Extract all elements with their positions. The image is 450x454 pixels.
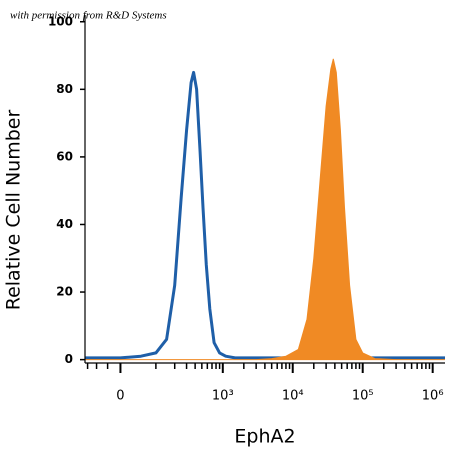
x-tick-label: 10⁵: [352, 389, 374, 404]
x-tick-label: 10⁴: [282, 389, 304, 404]
x-tick-label: 10⁶: [422, 389, 444, 404]
y-axis-label: Relative Cell Number: [3, 110, 25, 311]
x-axis-label: EphA2: [234, 426, 295, 448]
y-tick-label: 60: [56, 149, 73, 163]
y-tick-label: 40: [56, 217, 73, 231]
x-tick-label: 0: [116, 389, 124, 404]
filled-histogram: [85, 58, 445, 361]
y-tick-label: 100: [48, 14, 73, 28]
outline-histogram: [85, 70, 445, 360]
y-tick-label: 20: [56, 285, 73, 299]
y-tick-label: 0: [65, 352, 73, 366]
annotation: with permission from R&D Systems: [10, 10, 167, 22]
y-tick-label: 80: [56, 82, 73, 96]
x-tick-label: 10³: [212, 389, 234, 404]
